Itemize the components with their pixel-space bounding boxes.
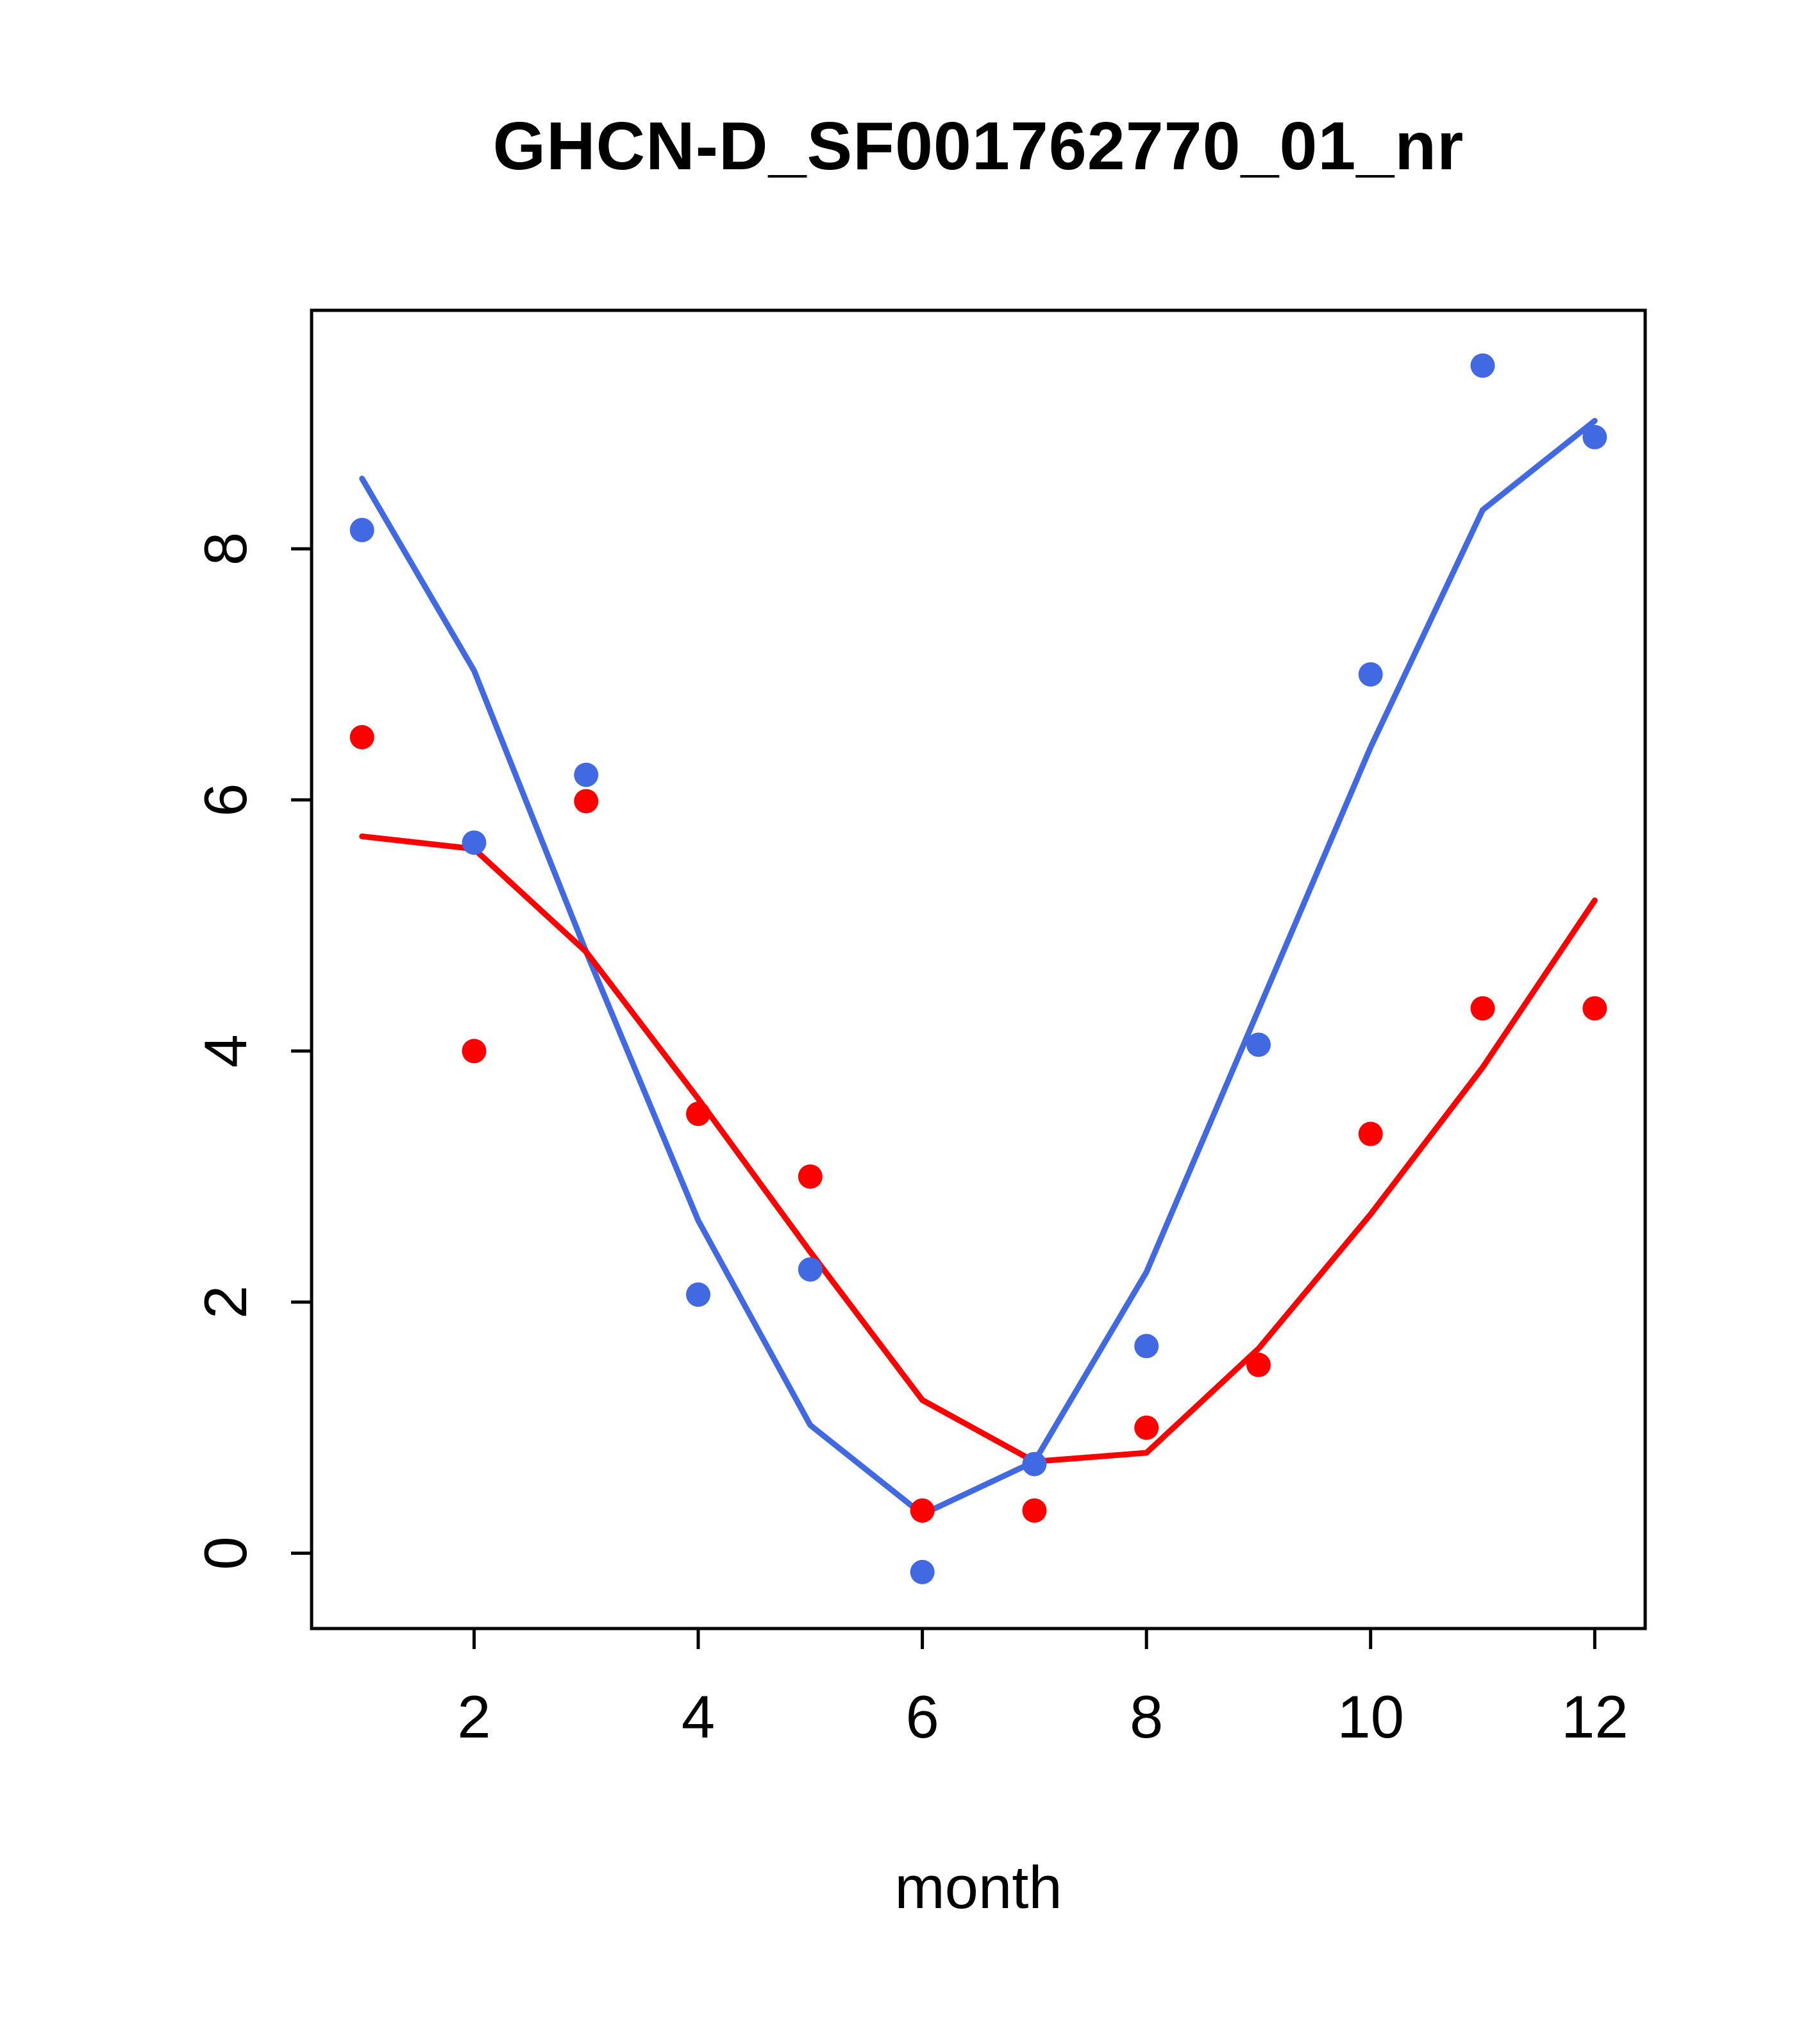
x-tick-label: 12 [1561,1683,1629,1750]
red-points-marker [686,1102,711,1127]
y-tick-label: 0 [192,1536,259,1570]
y-tick-label: 2 [192,1286,259,1319]
x-tick-label: 4 [682,1683,715,1750]
blue-points-marker [1582,424,1607,449]
blue-points-marker [686,1282,711,1307]
blue-points-marker [1470,353,1495,378]
blue-points-marker [1358,662,1383,687]
red-points-marker [1022,1498,1047,1523]
plot-box [310,308,1647,1630]
blue-points-marker [798,1257,823,1282]
x-tick-label: 2 [457,1683,490,1750]
red-trend-line [359,833,1598,1465]
blue-points-marker [1134,1334,1159,1359]
blue-points-marker [462,830,487,855]
red-points-marker [1358,1121,1383,1146]
red-points-marker [798,1164,823,1189]
red-points-marker [1246,1352,1271,1377]
y-tick-label: 4 [192,1034,259,1068]
y-tick-label: 8 [192,532,259,565]
red-points-marker [349,725,374,750]
chart-title: GHCN-D_SF001762770_01_nr [492,108,1464,184]
red-points-marker [910,1498,935,1523]
blue-points-marker [1246,1032,1271,1057]
blue-points-marker [349,517,374,542]
x-tick-label: 10 [1337,1683,1404,1750]
blue-trend-line [359,417,1598,1518]
red-points-marker [462,1039,487,1064]
blue-points-marker [574,762,599,787]
blue-points-marker [910,1559,935,1584]
x-tick-label: 8 [1130,1683,1163,1750]
x-tick-label: 6 [905,1683,939,1750]
red-points-marker [1134,1415,1159,1440]
red-points-marker [1582,996,1607,1021]
y-tick-label: 6 [192,783,259,817]
red-points-marker [1470,996,1495,1021]
blue-points-marker [1022,1452,1047,1477]
x-axis-label: month [894,1854,1062,1921]
red-points-marker [574,789,599,814]
